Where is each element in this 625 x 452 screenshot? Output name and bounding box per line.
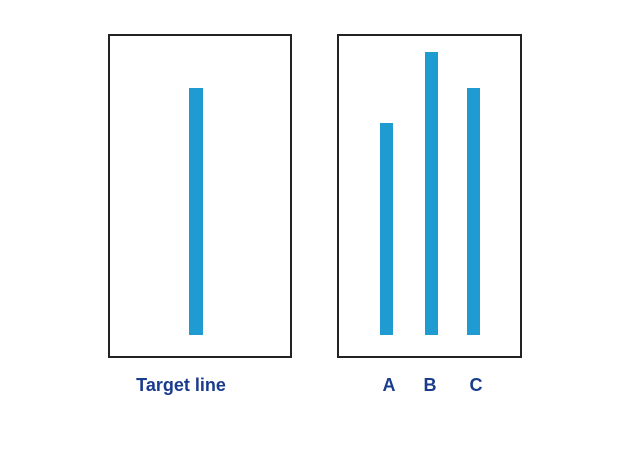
comparison-line-a <box>380 123 393 335</box>
target-frame <box>108 34 292 358</box>
comparison-label-a: A <box>383 375 396 395</box>
comparison-line-c <box>467 88 480 335</box>
comparison-frame <box>337 34 522 358</box>
target-line-label: Target line <box>136 375 226 395</box>
comparison-panel <box>337 34 522 358</box>
comparison-label-c: C <box>470 375 483 395</box>
target-line <box>189 88 203 335</box>
comparison-label-b: B <box>424 375 437 395</box>
target-panel <box>108 34 292 358</box>
comparison-line-b <box>425 52 438 335</box>
